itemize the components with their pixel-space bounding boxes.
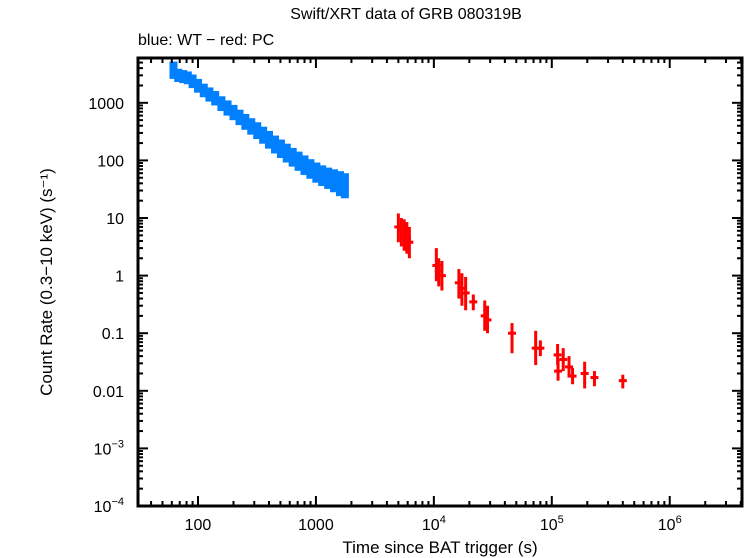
- data-point: [223, 100, 232, 116]
- data-point: [217, 96, 226, 112]
- chart-subtitle: blue: WT − red: PC: [138, 32, 274, 49]
- data-point: [247, 118, 256, 135]
- data-point: [259, 126, 268, 144]
- data-point: [294, 151, 303, 171]
- y-tick-label: 100: [97, 153, 124, 170]
- data-point-marker: [554, 369, 563, 373]
- data-point: [169, 61, 178, 79]
- data-point: [312, 162, 321, 183]
- y-tick-label: 0.1: [102, 326, 124, 343]
- data-point-marker: [508, 331, 517, 335]
- y-tick-label: 1: [115, 269, 124, 286]
- plot-frame: [136, 56, 744, 508]
- data-point-marker: [559, 357, 568, 361]
- data-point-marker: [553, 353, 562, 357]
- data-point: [583, 361, 587, 389]
- x-tick-label: 100: [185, 517, 212, 534]
- data-point: [510, 323, 514, 354]
- data-point: [318, 165, 327, 186]
- x-tick-labels: 100 1000 104 105 106: [185, 514, 682, 534]
- data-point: [199, 83, 208, 98]
- y-tick-label: 10−4: [94, 496, 124, 516]
- y-tick-labels: 1000 100 10 1 0.1 0.01 10−3 10−4: [88, 96, 124, 516]
- data-point: [282, 143, 291, 163]
- series-wt: [169, 61, 349, 199]
- data-point-marker: [536, 346, 545, 350]
- y-tick-label: 10: [106, 211, 124, 228]
- y-tick-label: 10−3: [94, 438, 124, 458]
- data-point-marker: [568, 374, 577, 378]
- data-point-marker: [454, 281, 463, 285]
- data-point-marker: [461, 291, 470, 295]
- data-point: [183, 71, 192, 85]
- data-point-marker: [400, 232, 409, 236]
- data-point-marker: [402, 236, 411, 240]
- data-point: [174, 68, 183, 82]
- data-point-marker: [394, 225, 403, 229]
- x-tick-label: 105: [540, 514, 564, 534]
- data-point: [324, 167, 333, 189]
- data-point: [229, 104, 238, 121]
- data-point: [330, 169, 339, 193]
- data-point-marker: [434, 269, 443, 273]
- data-point-marker: [469, 300, 478, 304]
- data-point: [264, 130, 273, 149]
- data-point: [179, 70, 188, 84]
- chart-title: Swift/XRT data of GRB 080319B: [290, 6, 522, 23]
- y-tick-label: 1000: [88, 96, 124, 113]
- y-tick-label: 0.01: [93, 384, 124, 401]
- data-point-marker: [618, 379, 627, 383]
- data-point: [306, 159, 315, 179]
- data-point: [241, 113, 250, 130]
- data-point-marker: [397, 229, 406, 233]
- data-point: [253, 122, 262, 140]
- x-tick-label: 104: [422, 514, 446, 534]
- data-point: [235, 109, 244, 126]
- data-point-marker: [405, 240, 414, 244]
- data-point: [335, 171, 344, 197]
- data-point-marker: [480, 314, 489, 318]
- data-point-marker: [457, 286, 466, 290]
- series-pc: [394, 213, 627, 389]
- data-point: [193, 78, 202, 93]
- data-point: [188, 74, 197, 89]
- data-point: [288, 147, 297, 167]
- data-point-marker: [531, 346, 540, 350]
- data-point: [300, 155, 309, 175]
- data-point: [276, 139, 285, 159]
- data-point: [271, 135, 280, 154]
- data-point-marker: [432, 263, 441, 267]
- y-axis-label: Count Rate (0.3−10 keV) (s⁻¹): [37, 168, 56, 396]
- plot-data: [169, 61, 627, 389]
- data-point: [340, 173, 349, 199]
- data-point: [211, 91, 220, 106]
- data-point-marker: [565, 365, 574, 369]
- x-tick-label: 1000: [298, 517, 334, 534]
- data-point-marker: [437, 274, 446, 278]
- data-point: [205, 87, 214, 102]
- data-point-marker: [590, 376, 599, 380]
- data-point-marker: [483, 318, 492, 322]
- x-tick-label: 106: [658, 514, 682, 534]
- data-point-marker: [580, 371, 589, 375]
- x-axis-label: Time since BAT trigger (s): [342, 538, 537, 557]
